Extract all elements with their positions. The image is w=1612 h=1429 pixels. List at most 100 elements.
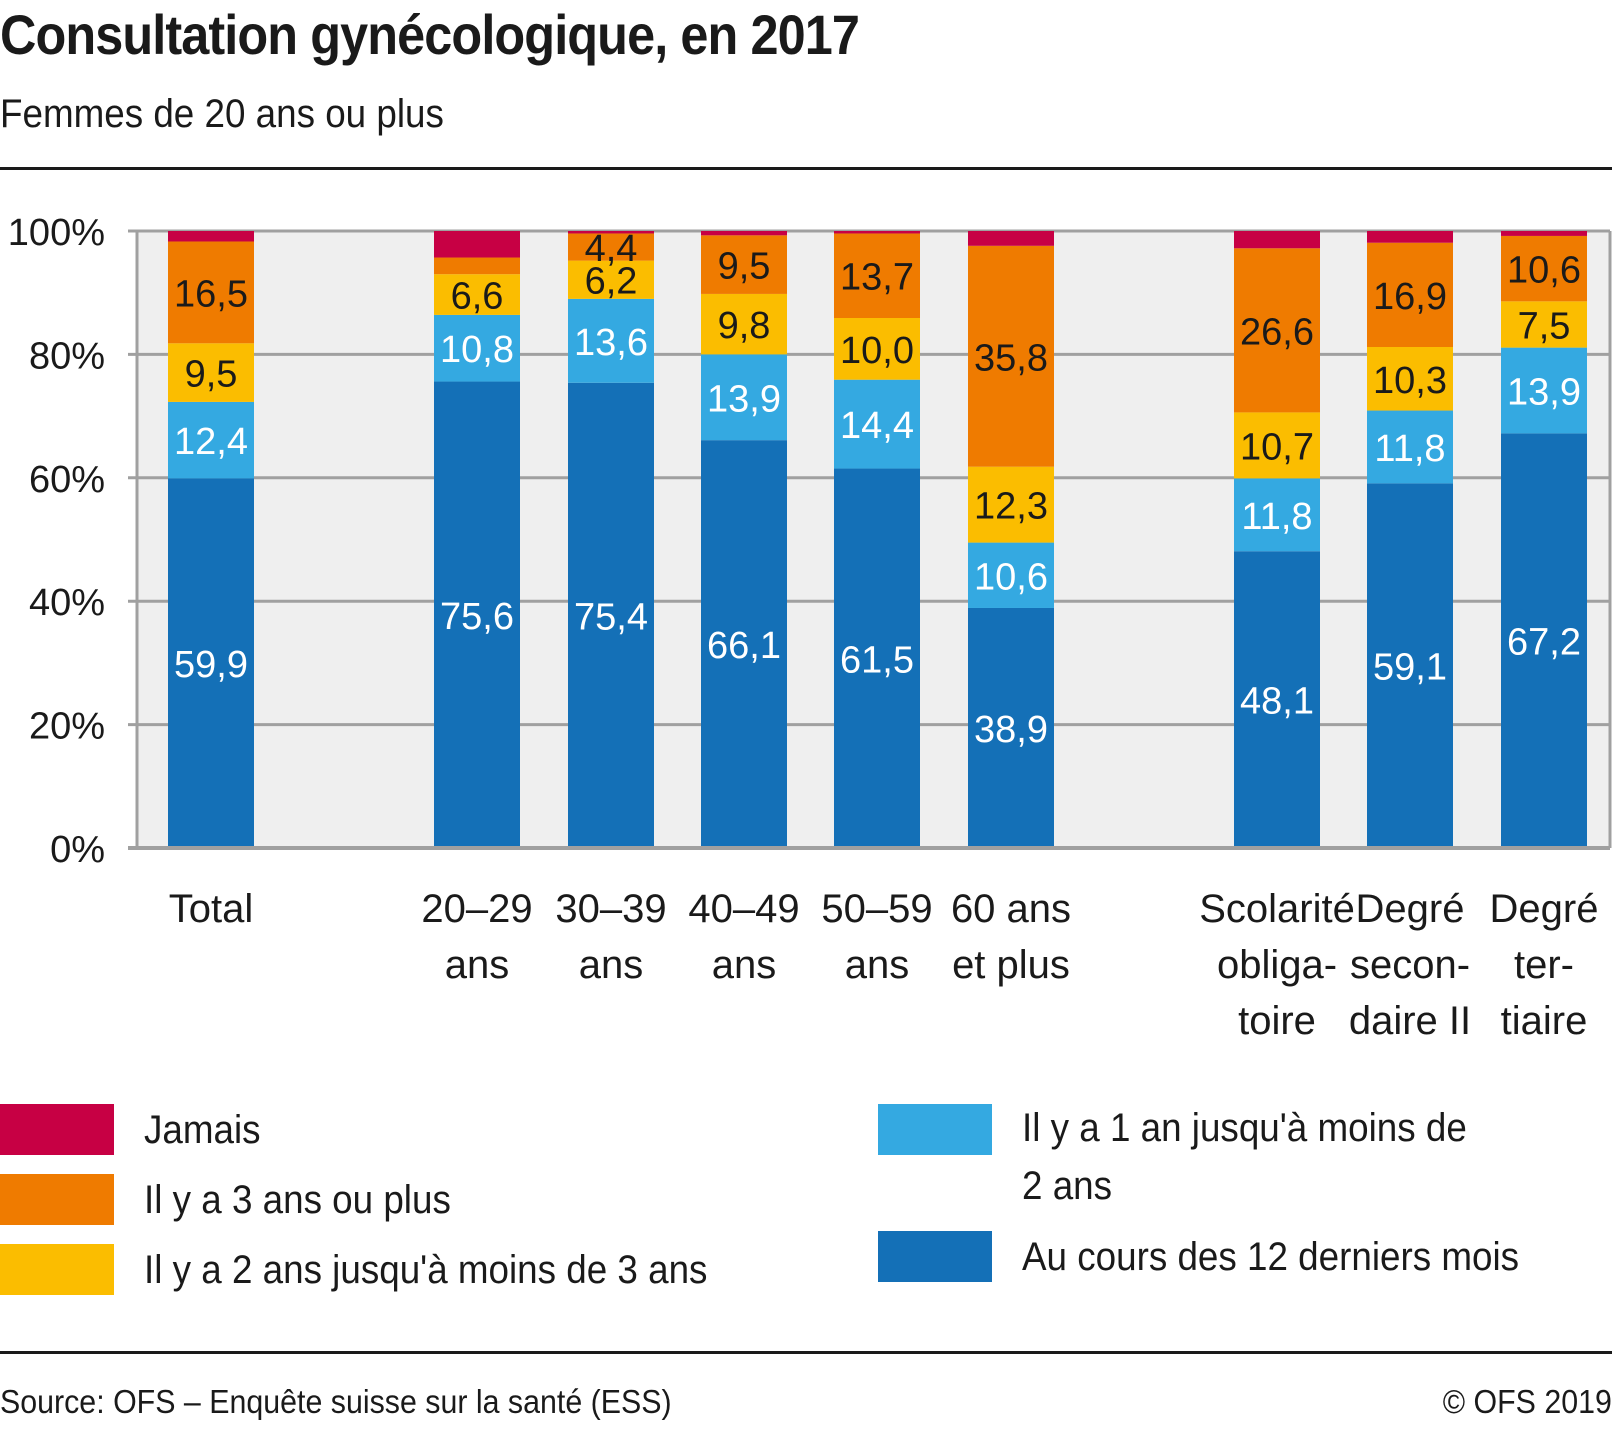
x-tick-label-line: ans [845,943,910,987]
legend-label-12-derniers-mois: Au cours des 12 derniers mois [1022,1235,1520,1279]
bar-segment [1367,346,1453,411]
bar-segment [568,231,654,234]
x-tick-label-line: Degré [1356,887,1465,931]
x-tick-label-line: Degré [1490,887,1599,931]
x-tick-label: 30–39 ans [555,887,666,987]
legend-swatch-jamais [0,1104,114,1155]
bar-segment [1501,231,1587,236]
data-label: 16,9 [1373,276,1447,318]
bar-segment [1367,231,1453,243]
data-label: 9,5 [718,246,771,288]
x-tick-label: 20–29 ans [421,887,532,987]
bars [168,231,1587,848]
bar-segment [434,274,520,315]
x-tick-label: Degré secon-daire II [1349,887,1471,1043]
x-tick-label-line: ans [445,943,510,987]
bar-segment [701,354,787,441]
bar-segment [568,260,654,299]
x-tick-label: Degré ter-tiaire [1490,887,1599,1043]
bar-segment [968,466,1054,543]
bar-segment [568,233,654,261]
data-label: 9,8 [718,305,771,347]
data-label: 59,1 [1373,647,1447,689]
x-tick-labels: Total 20–29 ans 30–39 ans 40–49 ans 50–59 ans 60 … [169,887,1599,1043]
bar-segment [701,235,787,294]
data-label: 6,2 [585,261,638,303]
data-label: 14,4 [840,405,914,447]
bar-segment [1367,410,1453,484]
data-label: 13,7 [840,257,914,299]
x-tick-label-line: secon- [1350,943,1470,987]
legend-swatch-1-a-2-ans [878,1104,992,1155]
bar-segment [434,231,520,258]
legend-swatch-2-a-3-ans [0,1244,114,1295]
bar-segment [968,231,1054,246]
x-tick-label: Scolarité obliga-toire [1199,887,1355,1043]
bar-segment [834,233,920,318]
bar-segment [701,440,787,848]
data-label: 4,4 [585,228,638,270]
data-label: 11,8 [1374,428,1445,470]
axes [128,231,1612,850]
legend-label-jamais: Jamais [144,1108,261,1152]
y-tick-labels: 0% 20% 40% 60% 80% 100% [8,212,105,871]
bar-segment [168,401,254,479]
legend-swatch-12-derniers-mois [878,1231,992,1282]
data-label: 13,6 [574,322,648,364]
x-tick-label: 40–49 ans [688,887,799,987]
legend-item-3-ans-ou-plus: Il y a 3 ans ou plus [0,1174,478,1231]
bar-segment [968,542,1054,608]
bar-segment [1234,551,1320,848]
data-label: 10,8 [440,329,514,371]
x-tick-label-line: 20–29 [421,887,532,931]
bar-segment [168,231,254,242]
bar-segment [168,478,254,848]
bar-segment [1501,347,1587,434]
data-label: 10,6 [974,556,1048,598]
bar-segment [701,293,787,355]
data-label: 48,1 [1240,681,1314,723]
data-label: 67,2 [1507,622,1581,664]
data-label: 12,3 [974,486,1048,528]
bar-segment [168,241,254,344]
data-label: 66,1 [707,625,781,667]
bar-segment [834,379,920,469]
x-tick-label-line: tiaire [1501,999,1588,1043]
y-tick-label: 20% [29,706,105,748]
x-tick-label-line: 40–49 [688,887,799,931]
x-tick-label-line: obliga- [1217,943,1337,987]
bar-segment [834,317,920,380]
x-tick-label: 60 ans et plus [951,887,1071,987]
x-tick-label: Total [169,887,254,931]
bar-segment [1501,301,1587,348]
y-tick-label: 100% [8,212,105,254]
bar-segment [834,468,920,848]
x-tick-label-line: 30–39 [555,887,666,931]
data-label: 13,9 [707,378,781,420]
data-label: 59,9 [174,644,248,686]
bar-segment [834,231,920,234]
data-label: 75,4 [574,596,648,638]
legend: Jamais Il y a 3 ans ou plus Il y a 2 ans… [0,1104,1612,1304]
x-tick-label-line: ans [712,943,777,987]
chart-subtitle: Femmes de 20 ans ou plus [0,92,444,136]
bar-segment [1501,235,1587,302]
bar-segment [168,343,254,402]
bar-segment [701,231,787,236]
bottom-divider [0,1351,1612,1354]
y-tick-label: 60% [29,459,105,501]
stacked-bar-chart: 59,9 12,4 9,5 16,5 75,6 10,8 6,6 75,4 13,6 6,24,4… [8,212,1612,1043]
legend-item-1-a-2-ans: Il y a 1 an jusqu'à moins de 2 ans [878,1104,1522,1215]
data-label: 6,6 [451,276,504,318]
legend-item-2-a-3-ans: Il y a 2 ans jusqu'à moins de 3 ans [0,1244,756,1301]
bar-segment [1234,231,1320,249]
data-label: 12,4 [174,421,248,463]
y-tick-label: 80% [29,335,105,377]
legend-label-3-ans-ou-plus: Il y a 3 ans ou plus [144,1178,451,1222]
data-label: 11,8 [1241,496,1312,538]
x-tick-label-line: toire [1238,999,1316,1043]
x-tick-label-line: 60 ans [951,887,1071,931]
bar-segment [434,257,520,275]
bar-segment [968,245,1054,467]
data-label: 10,6 [1507,250,1581,292]
